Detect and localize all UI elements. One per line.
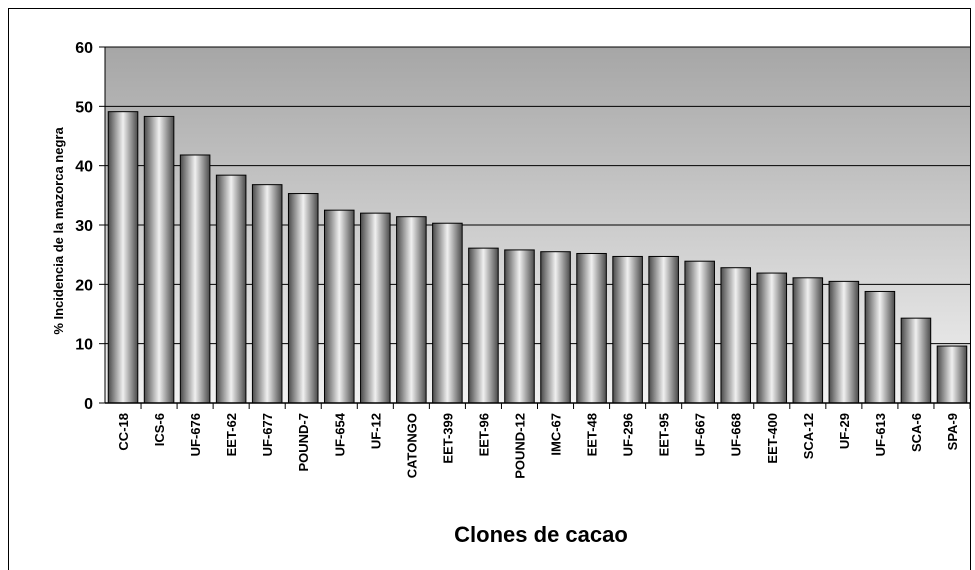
y-tick-label-60: 60	[75, 40, 93, 57]
y-tick-labels: 0 10 20 30 40 50 60	[75, 40, 93, 413]
x-tick-label-POUND-12: POUND-12	[512, 413, 527, 479]
bar-UF-12	[360, 212, 391, 404]
bar-UF-676	[179, 154, 211, 404]
bar-EET-400	[756, 272, 788, 404]
x-tick-label-EET-62: EET-62	[224, 413, 239, 456]
x-tick-label-CATONGO: CATONGO	[404, 413, 419, 478]
bar-EET-399	[432, 222, 463, 404]
x-axis-title: Clones de cacao	[454, 522, 628, 547]
y-tick-label-0: 0	[84, 396, 93, 413]
x-tick-label-CC-18: CC-18	[116, 413, 131, 451]
y-tick-label-50: 50	[75, 99, 93, 116]
bar-EET-62	[215, 174, 247, 404]
bar-POUND-7	[287, 193, 319, 404]
x-tick-label-UF-676: UF-676	[188, 413, 203, 456]
bar-ICS-6	[143, 115, 175, 404]
axes	[99, 46, 971, 409]
x-tick-label-UF-667: UF-667	[693, 413, 708, 456]
x-tick-label-UF-654: UF-654	[332, 412, 347, 456]
bar-POUND-12	[504, 249, 535, 404]
gridlines	[105, 46, 970, 345]
bar-UF-667	[684, 260, 715, 404]
x-tick-label-UF-613: UF-613	[873, 413, 888, 456]
bars	[107, 111, 968, 404]
x-tick-label-UF-677: UF-677	[260, 413, 275, 456]
bar-UF-296	[612, 255, 643, 404]
x-tick-label-EET-400: EET-400	[765, 413, 780, 464]
bar-UF-29	[828, 280, 860, 404]
bar-EET-95	[648, 255, 679, 404]
x-tick-label-UF-668: UF-668	[729, 413, 744, 456]
bar-SCA-6	[900, 317, 932, 404]
x-tick-label-EET-48: EET-48	[585, 413, 600, 456]
y-tick-label-30: 30	[75, 218, 93, 235]
x-tick-label-SCA-6: SCA-6	[909, 413, 924, 452]
x-tick-label-ICS-6: ICS-6	[152, 413, 167, 446]
x-tick-label-EET-95: EET-95	[657, 413, 672, 456]
x-tick-label-EET-96: EET-96	[476, 413, 491, 456]
y-tick-label-40: 40	[75, 159, 93, 176]
bar-UF-613	[864, 290, 896, 404]
x-tick-label-IMC-67: IMC-67	[549, 413, 564, 456]
x-tick-label-UF-29: UF-29	[837, 413, 852, 449]
bar-SCA-12	[792, 277, 824, 404]
y-axis-title: % Incidencia de la mazorca negra	[51, 127, 66, 335]
x-tick-label-UF-12: UF-12	[368, 413, 383, 449]
bar-UF-677	[251, 184, 283, 404]
x-tick-label-SCA-12: SCA-12	[801, 413, 816, 459]
x-tick-label-SPA-9: SPA-9	[945, 413, 960, 450]
y-tick-label-20: 20	[75, 277, 93, 294]
bar-IMC-67	[540, 251, 571, 404]
bar-UF-654	[323, 209, 355, 404]
bar-CC-18	[107, 111, 139, 404]
bar-SPA-9	[936, 345, 968, 404]
bar-EET-96	[468, 247, 499, 404]
x-tick-label-POUND-7: POUND-7	[296, 413, 311, 472]
y-tick-label-10: 10	[75, 337, 93, 354]
bar-UF-668	[720, 267, 752, 404]
x-tick-labels: CC-18 ICS-6 UF-676 EET-62 UF-677 POUND-7 UF-65…	[116, 412, 960, 479]
x-tick-label-EET-399: EET-399	[440, 413, 455, 464]
bar-EET-48	[576, 252, 607, 404]
bar-CATONGO	[396, 216, 427, 404]
x-tick-label-UF-296: UF-296	[621, 413, 636, 456]
